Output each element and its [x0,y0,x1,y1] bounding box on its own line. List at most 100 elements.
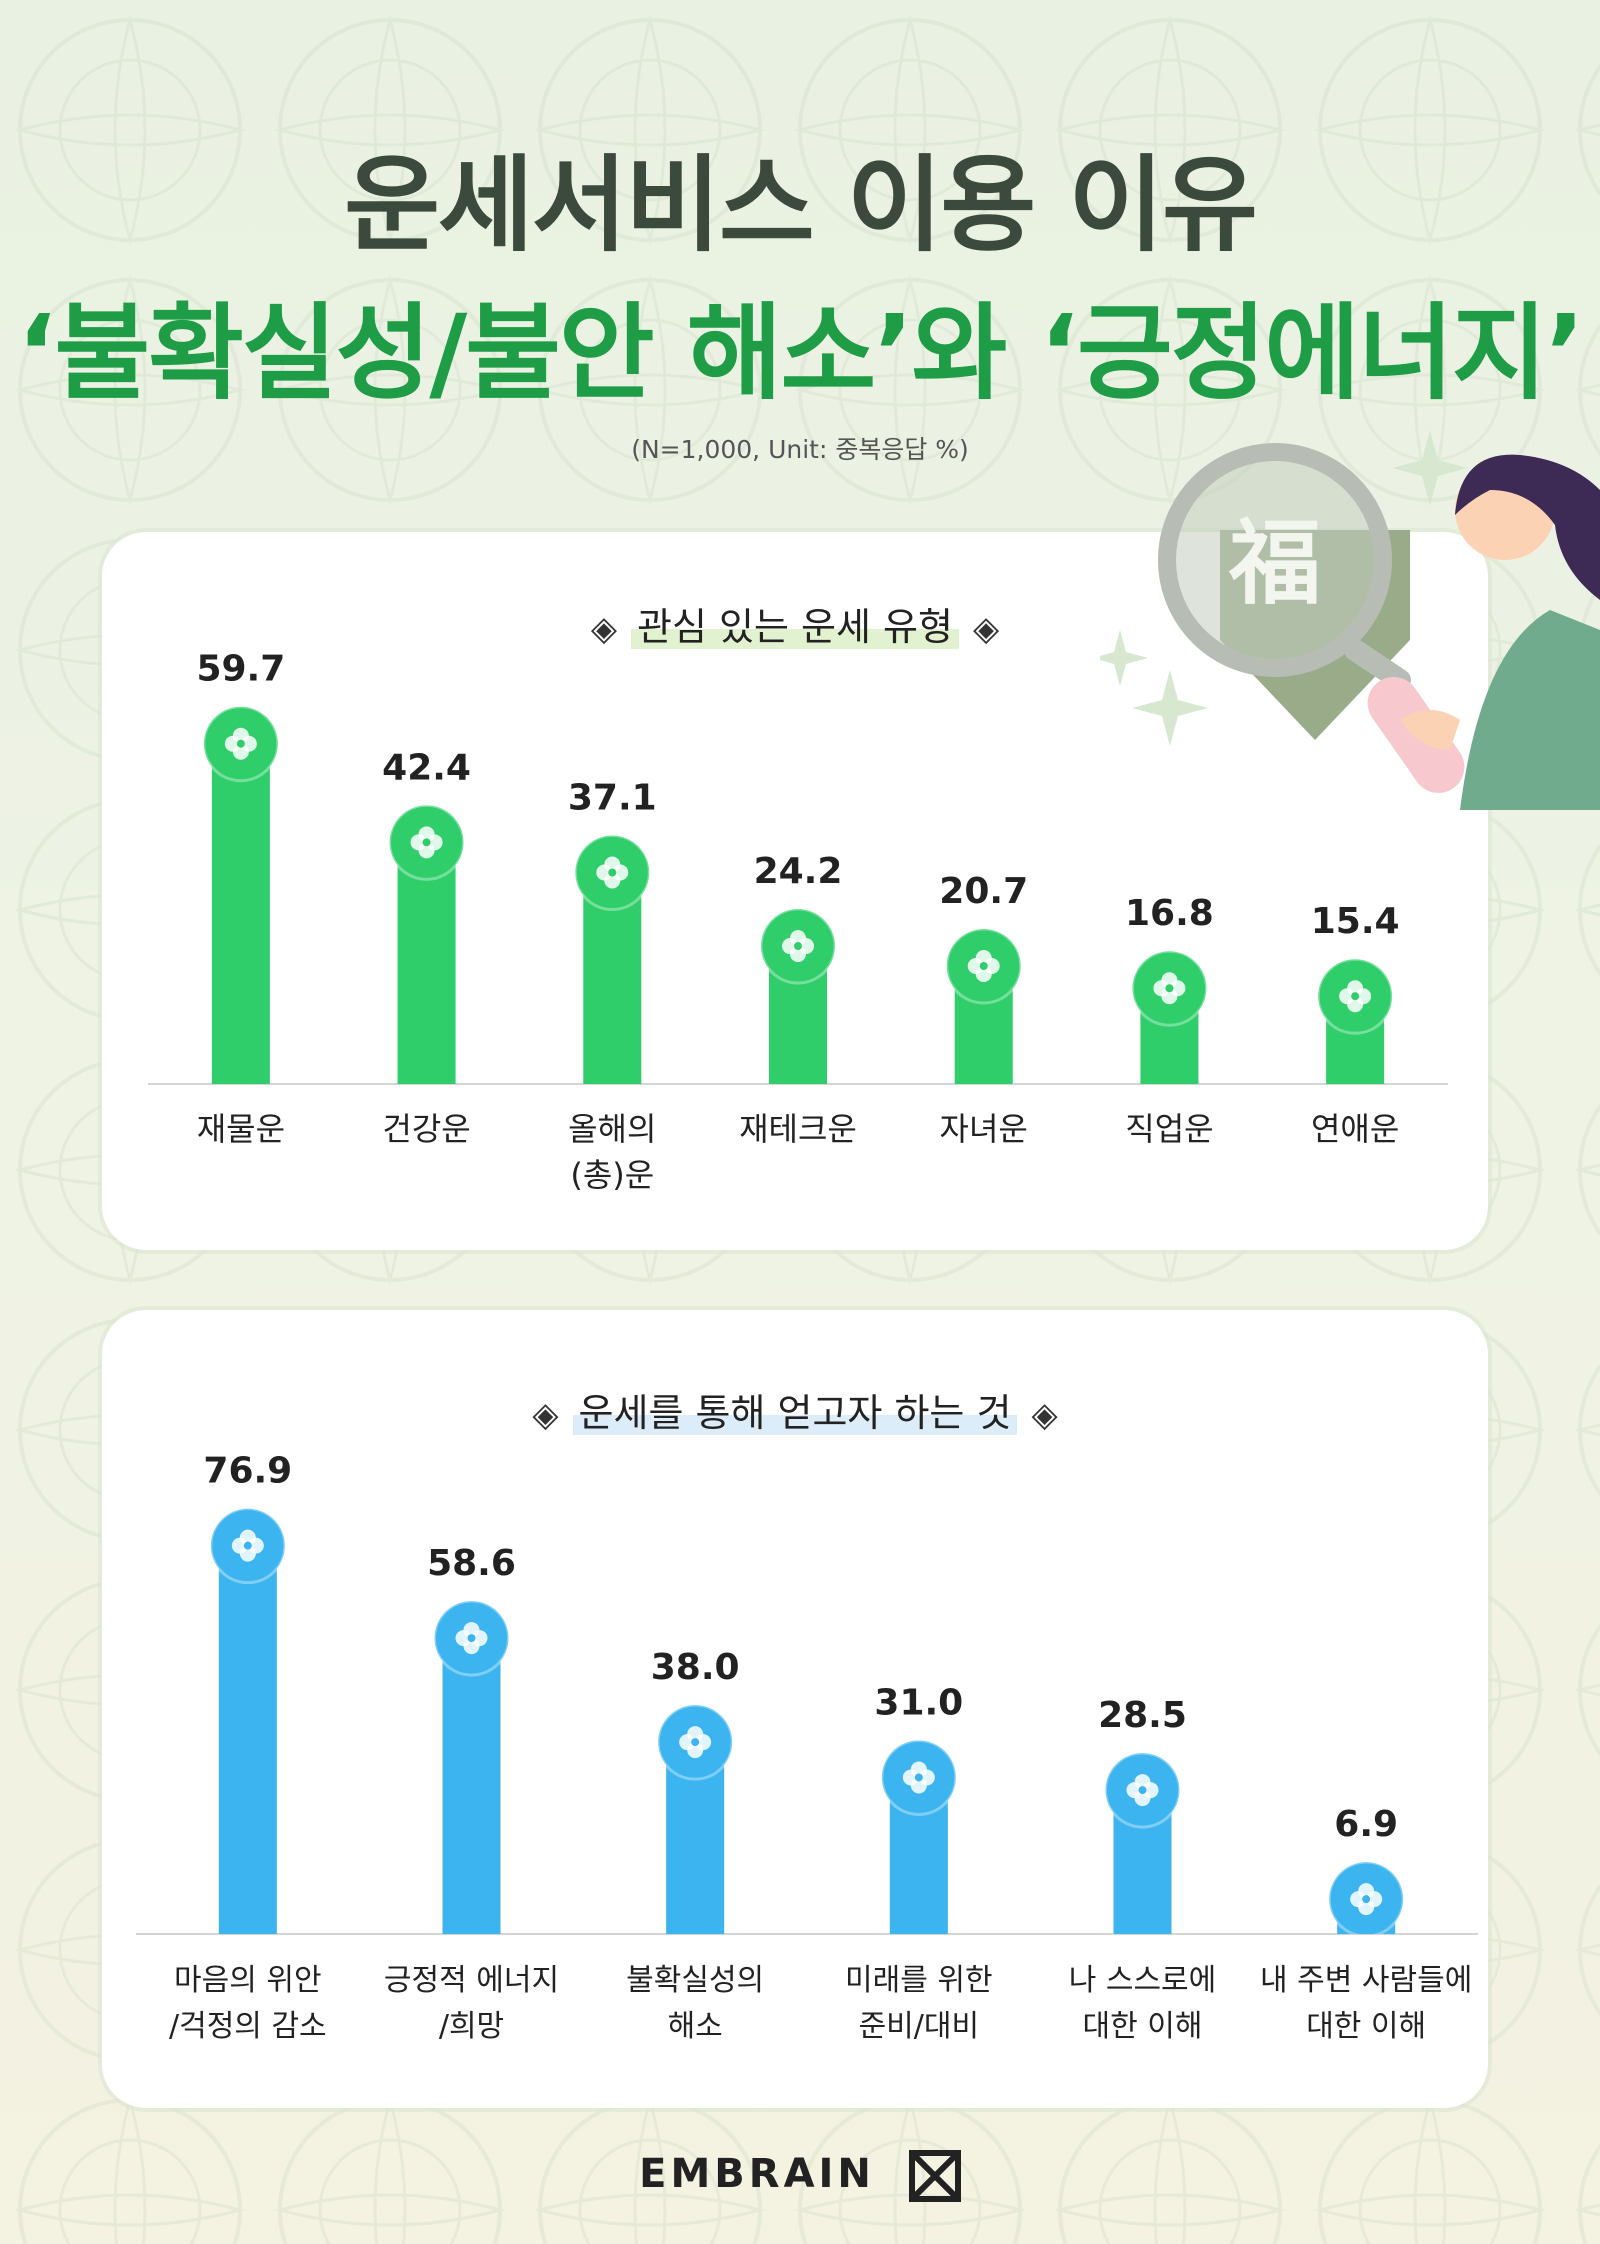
clover-leaf [231,1537,248,1554]
page-subtitle: ‘불확실성/불안 해소’와 ‘긍정에너지’ [17,292,1585,414]
category-label: 마음의 위안 [174,1963,322,1998]
woman-hair [1455,454,1600,600]
logo-text: EMBRAIN [639,2151,875,2197]
clover-icon [410,826,443,859]
data-label: 28.5 [1098,1695,1187,1736]
clover-center [467,1634,476,1643]
clover-center [1351,992,1360,1001]
data-label: 24.2 [754,851,843,892]
clover-leaf [455,1630,472,1647]
clover-center [422,838,431,847]
clover-icon [1350,1883,1383,1916]
category-label: 준비/대비 [859,2009,980,2044]
sample-note: (N=1,000, Unit: 중복응답 %) [631,435,969,464]
bar-chart-expectations: 76.9 마음의 위안/걱정의 감소 58.6 긍정적 에너지/희망 38.0 불확실성의… [136,1451,1478,2044]
clover-leaf [410,834,427,851]
data-label: 42.4 [382,747,471,788]
data-label: 59.7 [196,649,285,690]
chart-title-text: 관심 있는 운세 유형 [631,605,959,649]
clover-icon [596,856,629,889]
page-title: 운세서비스 이용 이유 [344,144,1258,266]
chart-title-text: 운세를 통해 얻고자 하는 것 [572,1391,1018,1435]
clover-center [243,1541,252,1550]
chart-title: ◈ 관심 있는 운세 유형 ◈ [102,596,1488,651]
clover-icon [902,1761,935,1794]
clover-leaf [782,938,798,955]
data-label: 16.8 [1125,893,1214,934]
category-label: 해소 [668,2009,723,2044]
magnifier-neck [1344,639,1411,691]
clover-center [691,1738,700,1747]
chart-bar [211,743,270,1084]
magnifier-lens [1167,452,1383,668]
category-label: 올해의 [568,1110,656,1148]
clover-center [794,942,802,951]
data-label: 58.6 [427,1543,516,1584]
clover-leaf [967,958,984,975]
data-label: 31.0 [874,1682,963,1723]
clover-center [914,1773,923,1782]
data-label: 76.9 [203,1451,292,1492]
category-label: 재테크운 [739,1110,857,1148]
clover-icon [967,950,1000,983]
clover-icon [455,1622,488,1655]
clover-center [1362,1895,1371,1904]
category-label: (총)운 [570,1156,654,1194]
clover-leaf [679,1734,696,1751]
data-label: 37.1 [568,778,657,819]
category-label: 재물운 [197,1110,285,1148]
clover-icon [231,1529,264,1562]
clover-icon [1339,980,1372,1013]
category-label: 대한 이해 [1083,2009,1203,2044]
category-label: 긍정적 에너지 [384,1963,559,1998]
chart-card-fortune-types: ◈ 관심 있는 운세 유형 ◈ 59.7 재물운 42.4 건강운 37.1 올해의 (총)운 2… [102,532,1488,1250]
magnifier-woman-illustration: 福 [1100,430,1600,810]
woman-hand [1400,710,1460,750]
clover-center [236,739,245,748]
category-label: 자녀운 [940,1110,1028,1148]
data-label: 6.9 [1334,1804,1398,1845]
woman-body [1460,610,1600,810]
sparkle-icon [1100,430,1468,746]
clover-center [1165,984,1174,993]
clover-leaf [224,735,241,752]
clover-leaf [596,864,613,881]
category-label: 내 주변 사람들에 [1260,1963,1472,1998]
chart-bar [218,1545,277,1934]
magnifier-rim [1158,443,1392,677]
data-label: 20.7 [939,871,1028,912]
clover-leaf [1350,1891,1367,1908]
category-label: /걱정의 감소 [169,2009,327,2044]
category-label: 건강운 [382,1110,470,1148]
data-label: 38.0 [651,1647,740,1688]
diamond-ornament-icon: ◈ [590,609,618,649]
chart-card-expectations: ◈ 운세를 통해 얻고자 하는 것 ◈ 76.9 마음의 위안/걱정의 감소 58.6 긍… [102,1310,1488,2108]
embrain-logo-icon [908,2150,961,2202]
category-label: 나 스스로에 [1069,1963,1217,1998]
clover-leaf [1339,988,1356,1005]
clover-icon [1126,1774,1159,1807]
diamond-ornament-icon: ◈ [532,1395,559,1435]
category-label: 미래를 위한 [845,1963,993,1998]
diamond-ornament-icon: ◈ [972,609,1000,649]
clover-icon [1153,972,1186,1005]
clover-icon [224,727,257,760]
data-label: 15.4 [1311,901,1400,942]
bar-chart-fortune-types: 59.7 재물운 42.4 건강운 37.1 올해의 (총)운 24.2 재테크운 20.7 자녀운… [148,649,1448,1194]
footer-logo: EMBRAIN [0,2150,1600,2202]
fortune-character: 福 [1228,510,1321,617]
clover-icon [679,1726,712,1759]
chart-bar [442,1638,501,1934]
category-label: 연애운 [1311,1110,1399,1148]
category-label: 직업운 [1125,1110,1213,1148]
chart-bar [397,842,456,1084]
clover-icon [782,930,814,963]
clover-center [1138,1786,1147,1795]
diamond-ornament-icon: ◈ [1031,1395,1058,1435]
clover-leaf [1126,1782,1143,1799]
clover-leaf [1153,980,1170,997]
clover-center [979,962,988,971]
category-label: 불확실성의 [626,1963,764,1998]
category-label: /희망 [439,2009,504,2044]
clover-leaf [902,1769,919,1786]
